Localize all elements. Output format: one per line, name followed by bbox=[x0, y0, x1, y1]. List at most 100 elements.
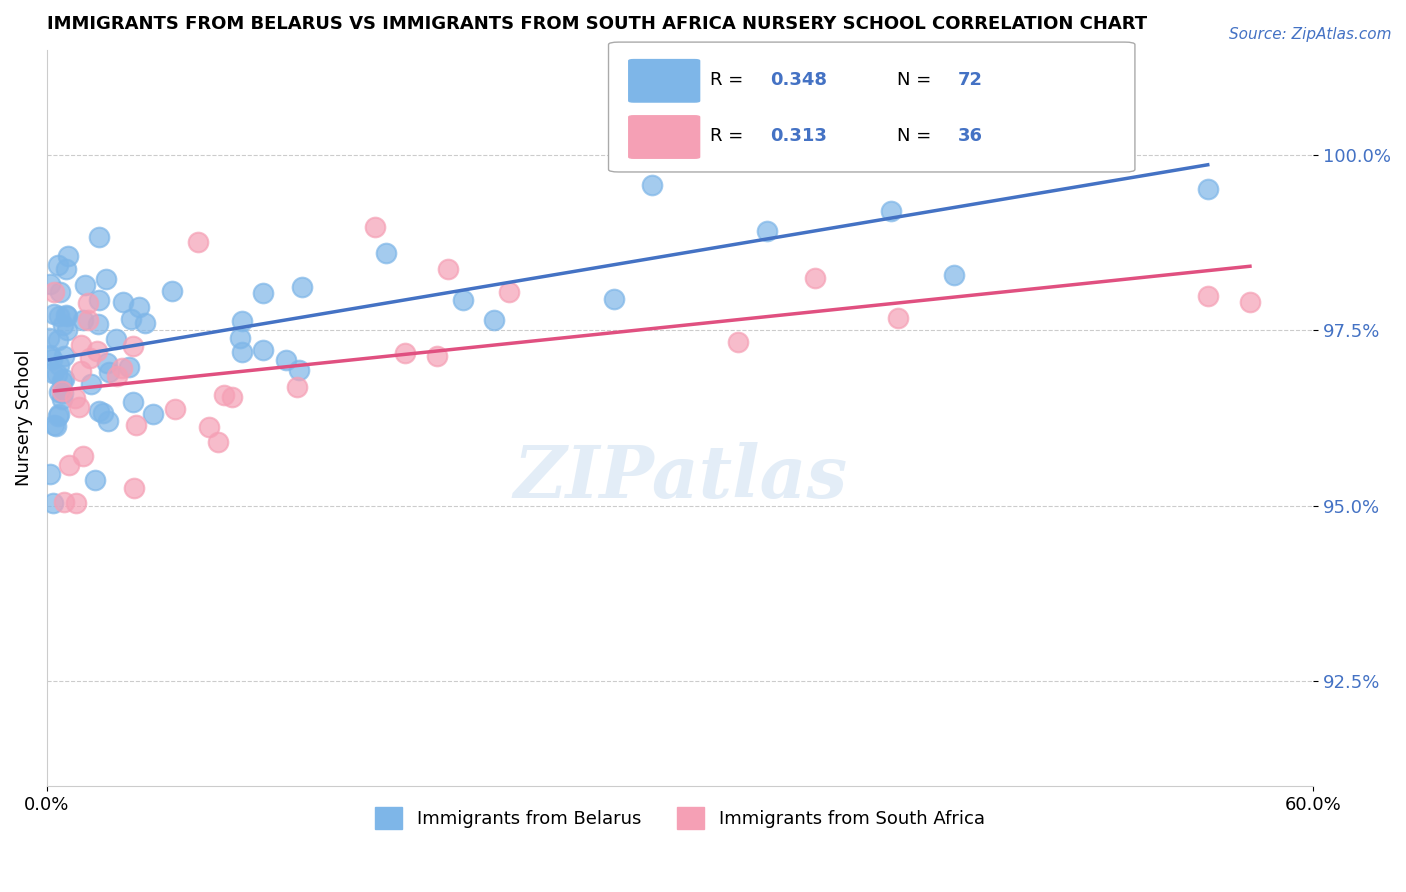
Immigrants from Belarus bbox=[118, 359, 141, 374]
Text: 0.348: 0.348 bbox=[770, 70, 828, 88]
Immigrants from Belarus bbox=[142, 407, 165, 421]
Immigrants from Belarus bbox=[288, 362, 311, 376]
Text: 36: 36 bbox=[957, 127, 983, 145]
Text: Source: ZipAtlas.com: Source: ZipAtlas.com bbox=[1229, 27, 1392, 42]
Immigrants from Belarus bbox=[291, 280, 314, 294]
Text: 0.313: 0.313 bbox=[770, 127, 827, 145]
Immigrants from South Africa bbox=[1239, 294, 1261, 309]
Immigrants from Belarus bbox=[880, 204, 903, 219]
Immigrants from Belarus bbox=[97, 414, 120, 428]
Text: N =: N = bbox=[897, 70, 936, 88]
FancyBboxPatch shape bbox=[628, 60, 700, 102]
Immigrants from South Africa bbox=[52, 495, 75, 509]
Immigrants from Belarus bbox=[96, 272, 118, 286]
Immigrants from Belarus bbox=[122, 395, 145, 409]
Text: N =: N = bbox=[897, 127, 936, 145]
FancyBboxPatch shape bbox=[609, 42, 1135, 172]
Immigrants from Belarus bbox=[39, 277, 62, 291]
Immigrants from South Africa bbox=[285, 380, 308, 394]
Immigrants from Belarus bbox=[112, 295, 135, 310]
Immigrants from South Africa bbox=[198, 420, 221, 434]
Immigrants from South Africa bbox=[426, 349, 449, 363]
Immigrants from Belarus bbox=[87, 317, 110, 331]
Immigrants from Belarus bbox=[55, 308, 77, 322]
Text: ZIPatlas: ZIPatlas bbox=[513, 442, 848, 513]
Immigrants from South Africa bbox=[212, 388, 235, 402]
Immigrants from Belarus bbox=[943, 268, 966, 282]
Text: R =: R = bbox=[710, 70, 749, 88]
Immigrants from Belarus bbox=[134, 316, 156, 330]
Immigrants from Belarus bbox=[160, 285, 183, 299]
Immigrants from South Africa bbox=[887, 310, 910, 325]
Immigrants from Belarus bbox=[482, 312, 505, 326]
Immigrants from Belarus bbox=[39, 348, 62, 362]
Immigrants from Belarus bbox=[75, 277, 97, 292]
Immigrants from South Africa bbox=[58, 458, 80, 472]
Immigrants from Belarus bbox=[1197, 182, 1219, 196]
Immigrants from Belarus bbox=[120, 311, 142, 326]
Immigrants from Belarus bbox=[49, 285, 72, 300]
Immigrants from Belarus bbox=[53, 372, 76, 386]
Immigrants from South Africa bbox=[110, 360, 132, 375]
Immigrants from South Africa bbox=[76, 296, 98, 310]
Immigrants from Belarus bbox=[42, 496, 65, 510]
Immigrants from Belarus bbox=[46, 367, 69, 381]
Immigrants from Belarus bbox=[48, 385, 70, 400]
Immigrants from Belarus bbox=[759, 134, 782, 148]
Immigrants from South Africa bbox=[394, 346, 416, 360]
Immigrants from Belarus bbox=[96, 356, 118, 370]
Immigrants from Belarus bbox=[252, 343, 274, 357]
Immigrants from Belarus bbox=[52, 349, 75, 363]
Immigrants from South Africa bbox=[124, 481, 146, 495]
Immigrants from Belarus bbox=[42, 417, 65, 432]
Immigrants from Belarus bbox=[51, 392, 73, 406]
Immigrants from South Africa bbox=[437, 261, 460, 276]
Immigrants from Belarus bbox=[39, 467, 62, 481]
Y-axis label: Nursery School: Nursery School bbox=[15, 350, 32, 486]
Immigrants from South Africa bbox=[86, 344, 108, 359]
Immigrants from Belarus bbox=[231, 345, 253, 359]
Immigrants from Belarus bbox=[229, 331, 252, 345]
Immigrants from Belarus bbox=[641, 178, 664, 192]
Immigrants from South Africa bbox=[364, 219, 387, 234]
Immigrants from Belarus bbox=[252, 285, 274, 300]
Immigrants from South Africa bbox=[187, 235, 209, 250]
Immigrants from South Africa bbox=[165, 402, 187, 417]
Immigrants from South Africa bbox=[125, 418, 148, 433]
Immigrants from Belarus bbox=[48, 309, 70, 323]
Immigrants from Belarus bbox=[128, 300, 150, 314]
Immigrants from Belarus bbox=[55, 262, 77, 277]
Immigrants from South Africa bbox=[727, 334, 749, 349]
Immigrants from Belarus bbox=[48, 409, 70, 423]
Immigrants from South Africa bbox=[51, 384, 73, 399]
Immigrants from Belarus bbox=[105, 332, 128, 346]
Immigrants from Belarus bbox=[46, 258, 69, 272]
Immigrants from Belarus bbox=[89, 230, 111, 244]
Immigrants from Belarus bbox=[55, 323, 77, 337]
Immigrants from South Africa bbox=[65, 496, 87, 510]
Immigrants from Belarus bbox=[52, 386, 75, 401]
Immigrants from Belarus bbox=[72, 313, 94, 327]
Immigrants from South Africa bbox=[63, 391, 86, 405]
Immigrants from Belarus bbox=[83, 473, 105, 487]
Immigrants from Belarus bbox=[89, 404, 111, 418]
Immigrants from Belarus bbox=[56, 309, 79, 323]
Immigrants from South Africa bbox=[122, 339, 145, 353]
Immigrants from South Africa bbox=[67, 400, 90, 414]
Immigrants from Belarus bbox=[276, 353, 298, 368]
Immigrants from Belarus bbox=[231, 314, 253, 328]
Immigrants from South Africa bbox=[1197, 289, 1219, 303]
Legend: Immigrants from Belarus, Immigrants from South Africa: Immigrants from Belarus, Immigrants from… bbox=[368, 800, 993, 837]
Immigrants from South Africa bbox=[70, 363, 93, 377]
Immigrants from Belarus bbox=[42, 366, 65, 380]
Immigrants from Belarus bbox=[48, 408, 70, 422]
Immigrants from South Africa bbox=[221, 390, 243, 404]
Immigrants from South Africa bbox=[79, 351, 101, 366]
Immigrants from South Africa bbox=[70, 338, 93, 352]
Text: 72: 72 bbox=[957, 70, 983, 88]
Immigrants from Belarus bbox=[755, 224, 778, 238]
Immigrants from Belarus bbox=[374, 246, 396, 260]
Immigrants from Belarus bbox=[45, 418, 67, 433]
Immigrants from Belarus bbox=[46, 333, 69, 347]
Text: IMMIGRANTS FROM BELARUS VS IMMIGRANTS FROM SOUTH AFRICA NURSERY SCHOOL CORRELATI: IMMIGRANTS FROM BELARUS VS IMMIGRANTS FR… bbox=[46, 15, 1147, 33]
